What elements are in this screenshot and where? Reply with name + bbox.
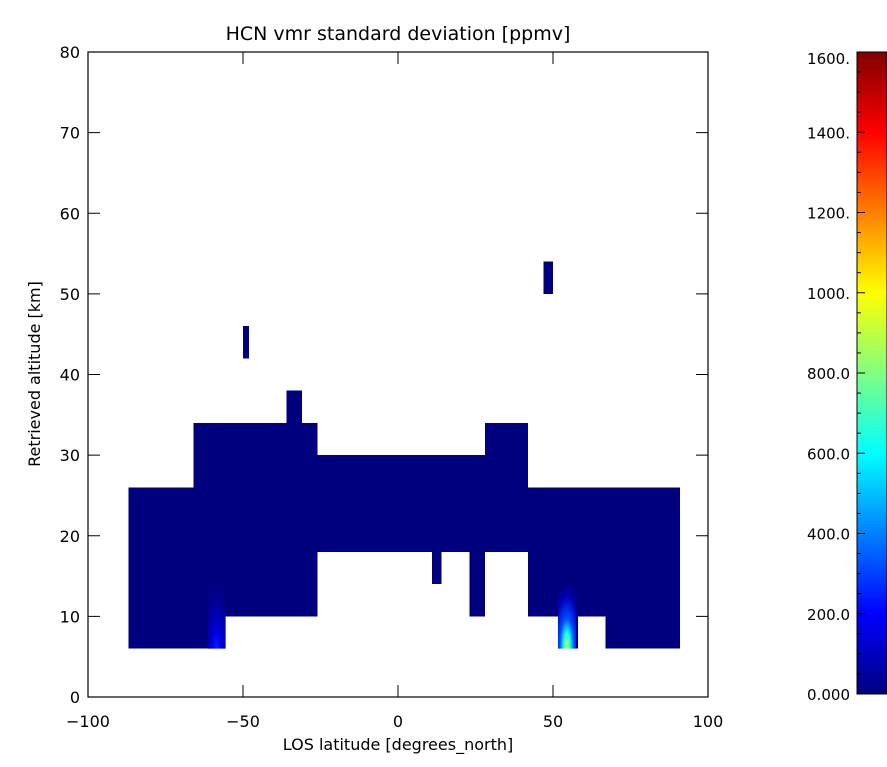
heatmap-cell	[605, 616, 681, 649]
heatmap-cell	[528, 551, 681, 617]
y-tick-label: 60	[60, 204, 80, 223]
colorbar-tick-label: 1600.	[807, 50, 850, 68]
y-tick-label: 70	[60, 124, 80, 143]
y-axis-label: Retrieved altitude [km]	[25, 281, 44, 467]
y-tick-label: 0	[70, 688, 80, 707]
y-tick-label: 30	[60, 446, 80, 465]
colorbar-tick-label: 600.0	[807, 445, 850, 463]
heatmap-cell	[432, 551, 442, 585]
heatmap-cell	[543, 261, 553, 294]
y-tick-label: 20	[60, 527, 80, 546]
chart-title: HCN vmr standard deviation [ppmv]	[226, 23, 571, 45]
heatmap-cell	[193, 422, 318, 488]
colorbar-tick-label: 0.000	[807, 686, 850, 704]
heatmap-hotspots	[207, 576, 576, 649]
x-tick-label: −50	[226, 712, 260, 731]
heatmap-cell	[128, 487, 681, 552]
y-tick-label: 40	[60, 366, 80, 385]
x-tick-label: 0	[393, 712, 403, 731]
colorbar-tick-label: 800.0	[807, 365, 850, 383]
heatmap-cell	[469, 584, 485, 617]
x-axis-label: LOS latitude [degrees_north]	[283, 735, 513, 755]
colorbar-tick-label: 1200.	[807, 205, 850, 223]
heatmap-hotspot	[557, 576, 576, 649]
x-tick-label: 100	[693, 712, 724, 731]
heatmap-cell	[243, 326, 250, 359]
heatmap-cell	[286, 390, 302, 423]
colorbar-ticks: 0.000 200.0 400.0 600.0 800.0 1000. 1200. 1400.…	[807, 50, 865, 704]
heatmap-cell	[484, 422, 529, 488]
axis-ticks: −100 −50 0 50 100 0 10 20 30 40 50 60 70 80	[60, 43, 724, 731]
colorbar-tick-label: 1000.	[807, 285, 850, 303]
y-tick-label: 50	[60, 285, 80, 304]
x-tick-label: −100	[66, 712, 110, 731]
y-tick-label: 10	[60, 607, 80, 626]
colorbar-tick-label: 200.0	[807, 606, 850, 624]
colorbar-tick-label: 1400.	[807, 124, 850, 142]
heatmap-cell	[317, 455, 485, 488]
heatmap-cell	[469, 551, 485, 585]
y-tick-label: 80	[60, 43, 80, 62]
colorbar-tick-label: 400.0	[807, 526, 850, 544]
heatmap-hotspot	[207, 576, 226, 649]
x-tick-label: 50	[543, 712, 563, 731]
